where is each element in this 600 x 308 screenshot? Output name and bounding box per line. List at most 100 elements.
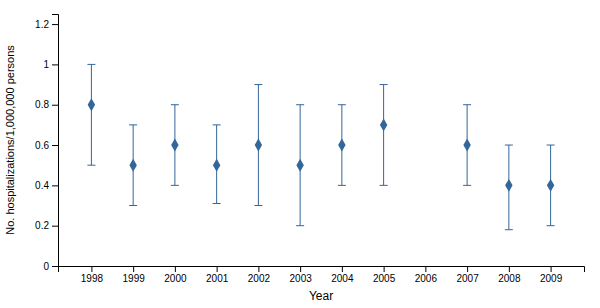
point	[171, 139, 178, 152]
tick-mark	[300, 266, 301, 272]
error-bar-cap	[463, 104, 471, 105]
error-bar-cap	[338, 185, 346, 186]
error-bar-cap	[296, 225, 304, 226]
tick-mark	[258, 266, 259, 272]
tick: 0.4	[35, 180, 58, 191]
error-bar	[505, 145, 513, 230]
error-bar-cap	[87, 165, 95, 166]
point	[213, 159, 220, 172]
tick-mark	[467, 266, 468, 272]
tick-mark	[91, 266, 92, 272]
point	[88, 98, 95, 111]
axis-line	[52, 15, 59, 267]
error-bar	[129, 125, 137, 206]
error-bar-cap	[171, 185, 179, 186]
y-axis: 0 0.2 0.4 0.6 0.8 1 1.2	[35, 15, 58, 272]
tick-label: 2006	[415, 273, 438, 284]
point	[547, 179, 554, 192]
x-axis-title: Year	[309, 289, 333, 303]
error-bar-cap	[129, 124, 137, 125]
tick: 1998	[81, 266, 104, 284]
tick: 2001	[206, 266, 229, 284]
point	[338, 139, 345, 152]
error-bar-cap	[87, 64, 95, 65]
tick-label: 1998	[81, 273, 104, 284]
marks	[87, 64, 554, 229]
tick-label: 1999	[123, 273, 146, 284]
error-bar	[380, 85, 388, 186]
y-axis-title: No. hospitalizations/1,000,000 persons	[4, 45, 16, 235]
tick: 2009	[540, 266, 563, 284]
point	[380, 118, 387, 131]
error-bar-cap	[505, 145, 513, 146]
tick: 2002	[248, 266, 271, 284]
error-bar	[213, 125, 221, 204]
plot: 1998 1999 2000 2001 2002 2003 2004 2005 2006 2007…	[35, 15, 584, 285]
x-axis: 1998 1999 2000 2001 2002 2003 2004 2005 2006 2007…	[59, 266, 585, 284]
point	[505, 179, 512, 192]
tick-label: 0.8	[35, 99, 49, 110]
tick-mark	[342, 266, 343, 272]
tick-label: 2007	[456, 273, 479, 284]
error-bar	[87, 64, 95, 165]
point	[463, 139, 470, 152]
error-bar-cap	[380, 84, 388, 85]
tick-label: 2003	[290, 273, 313, 284]
chart: 1998 1999 2000 2001 2002 2003 2004 2005 2006 2007…	[0, 0, 600, 308]
tick-mark	[175, 266, 176, 272]
tick-mark	[52, 226, 58, 227]
tick-mark	[425, 266, 426, 272]
tick-mark	[52, 64, 58, 65]
error-bar	[547, 145, 555, 226]
tick: 0.8	[35, 99, 58, 110]
tick-label: 1.2	[35, 19, 49, 30]
tick: 0.6	[35, 140, 58, 151]
tick: 2007	[456, 266, 479, 284]
error-bar-cap	[338, 104, 346, 105]
tick-mark	[52, 105, 58, 106]
error-bar	[171, 105, 179, 186]
error-bar-cap	[463, 185, 471, 186]
error-bar-cap	[213, 203, 221, 204]
tick-label: 0.2	[35, 220, 49, 231]
tick-label: 2009	[540, 273, 563, 284]
tick: 2008	[498, 266, 521, 284]
error-bar-cap	[380, 185, 388, 186]
point	[255, 139, 262, 152]
error-bar-cap	[547, 225, 555, 226]
tick: 2004	[331, 266, 354, 284]
error-bar-line	[383, 85, 384, 186]
tick-label: 2005	[373, 273, 396, 284]
tick-label: 0	[43, 261, 49, 272]
error-bar-cap	[254, 84, 262, 85]
tick: 2003	[290, 266, 313, 284]
tick-label: 0.6	[35, 140, 49, 151]
error-bar-line	[91, 64, 92, 165]
error-bar	[338, 105, 346, 186]
tick-mark	[52, 185, 58, 186]
tick-label: 1	[43, 59, 49, 70]
error-bar-cap	[547, 145, 555, 146]
tick-label: 2004	[331, 273, 354, 284]
error-bar	[463, 105, 471, 186]
tick: 1999	[123, 266, 146, 284]
tick-label: 0.4	[35, 180, 49, 191]
point	[296, 159, 303, 172]
tick-mark	[52, 24, 58, 25]
tick: 2006	[415, 266, 438, 284]
error-bar	[254, 85, 262, 206]
error-bar-cap	[171, 104, 179, 105]
tick-mark	[52, 145, 58, 146]
tick-mark	[52, 266, 58, 267]
tick-label: 2008	[498, 273, 521, 284]
error-bar-cap	[129, 205, 137, 206]
tick-mark	[133, 266, 134, 272]
error-bar-cap	[213, 124, 221, 125]
tick: 2000	[164, 266, 187, 284]
tick-mark	[551, 266, 552, 272]
tick-label: 2000	[164, 273, 187, 284]
error-bar-cap	[296, 104, 304, 105]
tick-label: 2002	[248, 273, 271, 284]
tick: 0	[43, 261, 58, 272]
tick: 1	[43, 59, 58, 70]
